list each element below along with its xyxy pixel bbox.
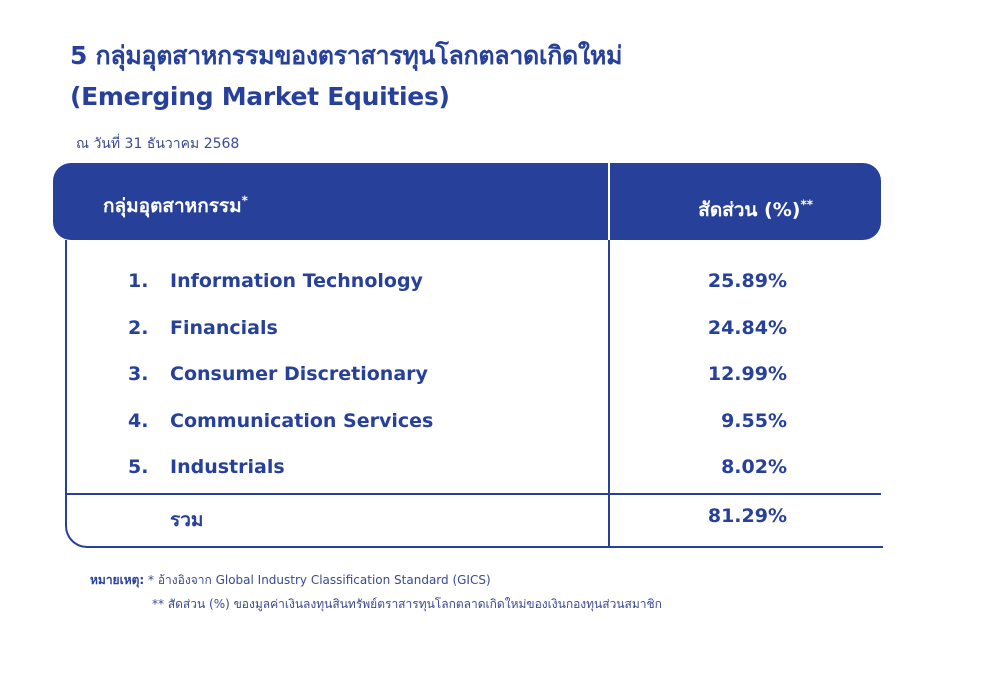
total-row: รวม 81.29%: [0, 505, 1000, 535]
row-num: 1.: [128, 270, 149, 292]
row-name: Communication Services: [170, 409, 434, 432]
row-value: 25.89%: [707, 270, 787, 292]
table-row: 3. Consumer Discretionary 12.99%: [0, 363, 1000, 393]
header-industry: กลุ่มอุตสาหกรรม*: [103, 191, 248, 221]
table-row: 4. Communication Services 9.55%: [0, 410, 1000, 440]
row-value: 8.02%: [721, 456, 787, 478]
table-header: กลุ่มอุตสาหกรรม* สัดส่วน (%)**: [53, 163, 881, 240]
title: 5 กลุ่มอุตสาหกรรมของตราสารทุนโลกตลาดเกิด…: [70, 41, 623, 70]
row-value: 24.84%: [707, 316, 787, 339]
as-of-date: ณ วันที่ 31 ธันวาคม 2568: [76, 136, 240, 152]
row-num: 3.: [128, 363, 149, 385]
note-1: * อ้างอิงจาก Global Industry Classificat…: [148, 573, 491, 587]
column-divider: [608, 163, 610, 240]
total-divider: [65, 493, 881, 495]
row-name: Information Technology: [170, 270, 423, 292]
header-industry-label: กลุ่มอุตสาหกรรม: [103, 195, 242, 217]
total-label: รวม: [170, 509, 204, 531]
header-share-label: สัดส่วน (%): [698, 199, 801, 221]
table-row: 2. Financials 24.84%: [0, 317, 1000, 347]
row-num: 5.: [128, 456, 149, 478]
notes-label: หมายเหตุ:: [90, 573, 145, 587]
row-name: Industrials: [170, 456, 285, 478]
table-row: 1. Information Technology 25.89%: [0, 270, 1000, 300]
row-num: 2.: [128, 316, 149, 339]
footnote-mark: *: [241, 193, 248, 208]
footnote-mark: **: [800, 197, 813, 212]
table-row: 5. Industrials 8.02%: [0, 456, 1000, 486]
header-share: สัดส่วน (%)**: [698, 195, 813, 225]
table-body: [65, 240, 883, 548]
subtitle: (Emerging Market Equities): [70, 82, 450, 111]
column-divider: [608, 240, 610, 547]
row-value: 12.99%: [707, 363, 787, 385]
notes: หมายเหตุ: * อ้างอิงจาก Global Industry C…: [90, 571, 491, 590]
row-num: 4.: [128, 409, 149, 432]
row-name: Consumer Discretionary: [170, 363, 428, 385]
total-value: 81.29%: [707, 505, 787, 527]
note-2: ** สัดส่วน (%) ของมูลค่าเงินลงทุนสินทรัพ…: [152, 597, 662, 611]
row-name: Financials: [170, 316, 278, 339]
row-value: 9.55%: [721, 409, 787, 432]
